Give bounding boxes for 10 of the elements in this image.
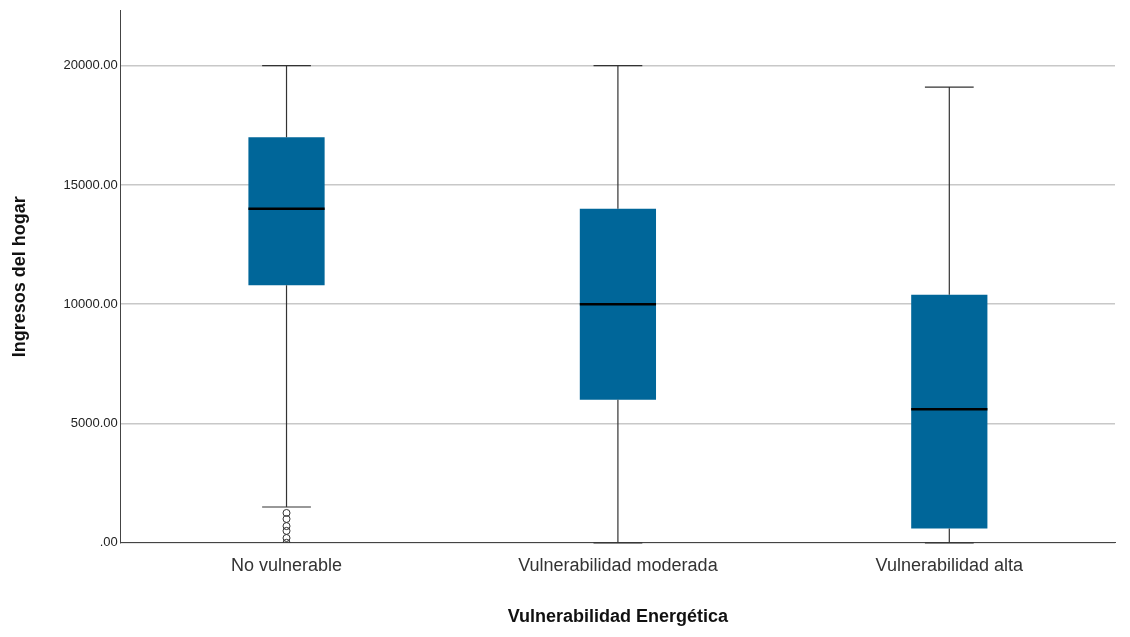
x-axis-title: Vulnerabilidad Energética <box>507 606 730 627</box>
y-tick-label: 20000.00 <box>63 57 118 73</box>
x-tick-label: No vulnerable <box>230 554 343 575</box>
y-tick-label: 10000.00 <box>63 295 118 311</box>
x-tick-label: Vulnerabilidad moderada <box>518 554 719 575</box>
y-tick-label: 15000.00 <box>63 176 118 192</box>
y-tick-label: 5000.00 <box>70 415 118 431</box>
x-tick-label: Vulnerabilidad alta <box>875 554 1025 575</box>
y-tick-label: .00 <box>99 534 118 550</box>
y-axis-title: Ingresos del hogar <box>8 196 29 358</box>
